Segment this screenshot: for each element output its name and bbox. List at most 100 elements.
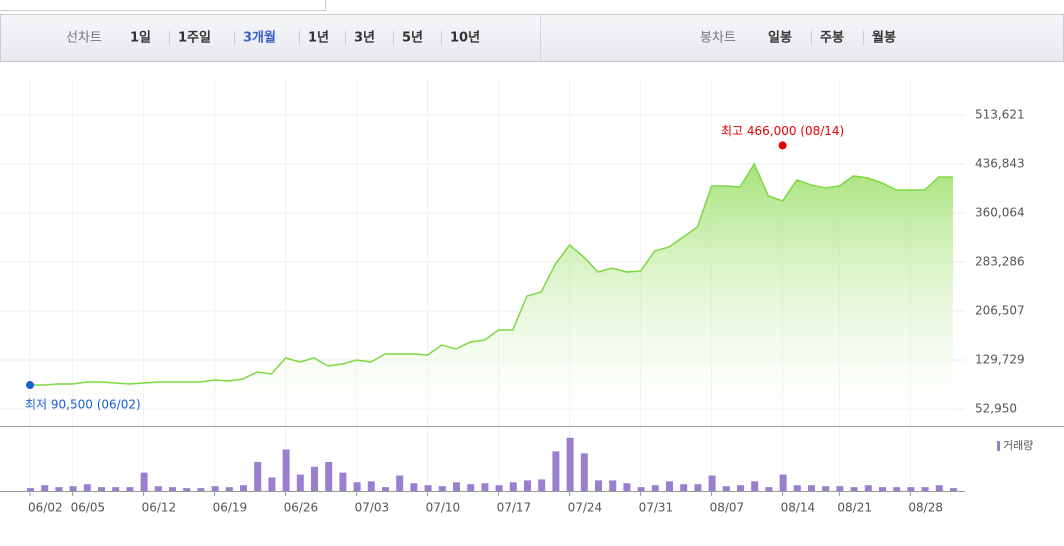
period-option[interactable]: 3년 — [354, 31, 375, 46]
period-option[interactable]: 1일 — [130, 31, 151, 46]
volume-bar — [98, 487, 105, 491]
volume-bar — [197, 488, 205, 491]
volume-bar — [836, 486, 844, 491]
x-tick-label: 07/10 — [426, 501, 461, 515]
period-option[interactable]: 3개월 — [243, 30, 276, 46]
x-tick-label: 07/17 — [497, 501, 532, 515]
period-option[interactable]: 5년 — [402, 31, 423, 46]
volume-bar — [666, 481, 673, 491]
volume-bar — [382, 487, 389, 491]
volume-bar — [27, 488, 34, 491]
volume-bar — [580, 453, 588, 491]
high-label: 최고 466,000 (08/14) — [721, 124, 844, 138]
y-tick-label: 129,729 — [975, 352, 1025, 366]
volume-bar — [254, 462, 262, 491]
y-tick-label: 513,621 — [975, 108, 1025, 122]
candle-option[interactable]: 일봉 — [768, 31, 792, 46]
volume-bar — [779, 474, 787, 491]
volume-bar — [808, 485, 815, 491]
period-option[interactable]: 10년 — [450, 31, 480, 46]
volume-bar — [566, 437, 574, 491]
legend-swatch — [997, 441, 1000, 451]
area-fill — [30, 163, 953, 409]
volume-bar — [651, 485, 659, 491]
volume-bar — [765, 487, 773, 491]
volume-bar — [410, 483, 418, 491]
x-tick-label: 08/28 — [908, 501, 943, 515]
volume-bar — [751, 481, 759, 491]
x-tick-label: 07/31 — [639, 501, 674, 515]
volume-bar — [311, 466, 318, 491]
volume-bar — [481, 483, 489, 491]
volume-bar — [552, 451, 560, 491]
volume-bar — [609, 480, 617, 491]
volume-bar — [822, 486, 830, 491]
volume-bar — [183, 488, 191, 491]
price-line — [30, 162, 953, 386]
volume-bar — [424, 485, 432, 491]
top-frame — [0, 0, 326, 11]
volume-bar — [850, 487, 858, 491]
x-tick-label: 08/21 — [837, 501, 872, 515]
volume-bar — [438, 486, 446, 491]
y-tick-label: 283,286 — [975, 254, 1025, 268]
volume-bar — [950, 488, 957, 491]
legend-label: 거래량 — [1003, 439, 1033, 452]
volume-bar — [83, 484, 91, 491]
volume-bar — [509, 482, 517, 491]
toolbar-label: 선차트 — [66, 31, 102, 46]
toolbar-items: 선차트 1일 1주일 3개월 1년 3년 5년 10년 봉차트 일봉 주봉 월봉 — [66, 30, 896, 46]
volume-bar — [623, 483, 631, 491]
volume-bar — [637, 487, 645, 491]
candle-option[interactable]: 월봉 — [872, 30, 896, 46]
volume-bar — [112, 487, 120, 491]
volume-bar — [680, 484, 688, 491]
x-tick-label: 06/05 — [71, 501, 106, 515]
volume-bar — [453, 482, 460, 491]
volume-bar — [225, 487, 233, 491]
x-tick-label: 06/26 — [284, 501, 319, 515]
volume-bar — [396, 475, 404, 491]
period-option[interactable]: 1년 — [308, 31, 329, 46]
x-tick-label: 06/19 — [213, 501, 248, 515]
volume-bar — [694, 484, 702, 491]
volume-bar — [41, 485, 49, 491]
candle-option[interactable]: 주봉 — [820, 31, 844, 46]
y-tick-label: 436,843 — [975, 156, 1025, 170]
volume-bar — [140, 472, 148, 491]
volume-bar — [495, 485, 503, 491]
volume-bar — [879, 487, 886, 491]
x-tick-label: 07/03 — [355, 501, 390, 515]
toolbar-label: 봉차트 — [700, 31, 736, 46]
x-tick-label: 08/07 — [710, 501, 745, 515]
period-option[interactable]: 1주일 — [178, 31, 211, 46]
volume-bar — [893, 487, 901, 491]
volume-bar — [126, 487, 134, 491]
volume-bar — [595, 480, 602, 491]
x-tick-label: 06/12 — [142, 501, 177, 515]
volume-bar — [367, 481, 375, 491]
volume-bar — [708, 475, 716, 491]
volume-bar — [524, 480, 531, 491]
y-tick-label: 360,064 — [975, 206, 1025, 220]
y-tick-label: 52,950 — [975, 402, 1017, 416]
volume-bar — [169, 487, 176, 491]
volume-bar — [921, 487, 929, 491]
volume-bar — [339, 472, 347, 491]
volume-bar — [353, 482, 361, 491]
volume-bar — [296, 474, 304, 491]
volume-bar — [69, 486, 77, 491]
volume-bar — [722, 486, 730, 491]
toolbar — [0, 14, 1064, 62]
x-tick-label: 08/14 — [781, 501, 816, 515]
volume-bar — [154, 486, 162, 491]
volume-bar — [935, 485, 943, 491]
low-dot — [26, 381, 34, 390]
low-label: 최저 90,500 (06/02) — [25, 398, 141, 412]
x-tick-label: 07/24 — [568, 501, 603, 515]
volume-bar — [793, 485, 801, 491]
y-tick-label: 206,507 — [975, 304, 1025, 318]
volume-bar — [864, 485, 872, 491]
